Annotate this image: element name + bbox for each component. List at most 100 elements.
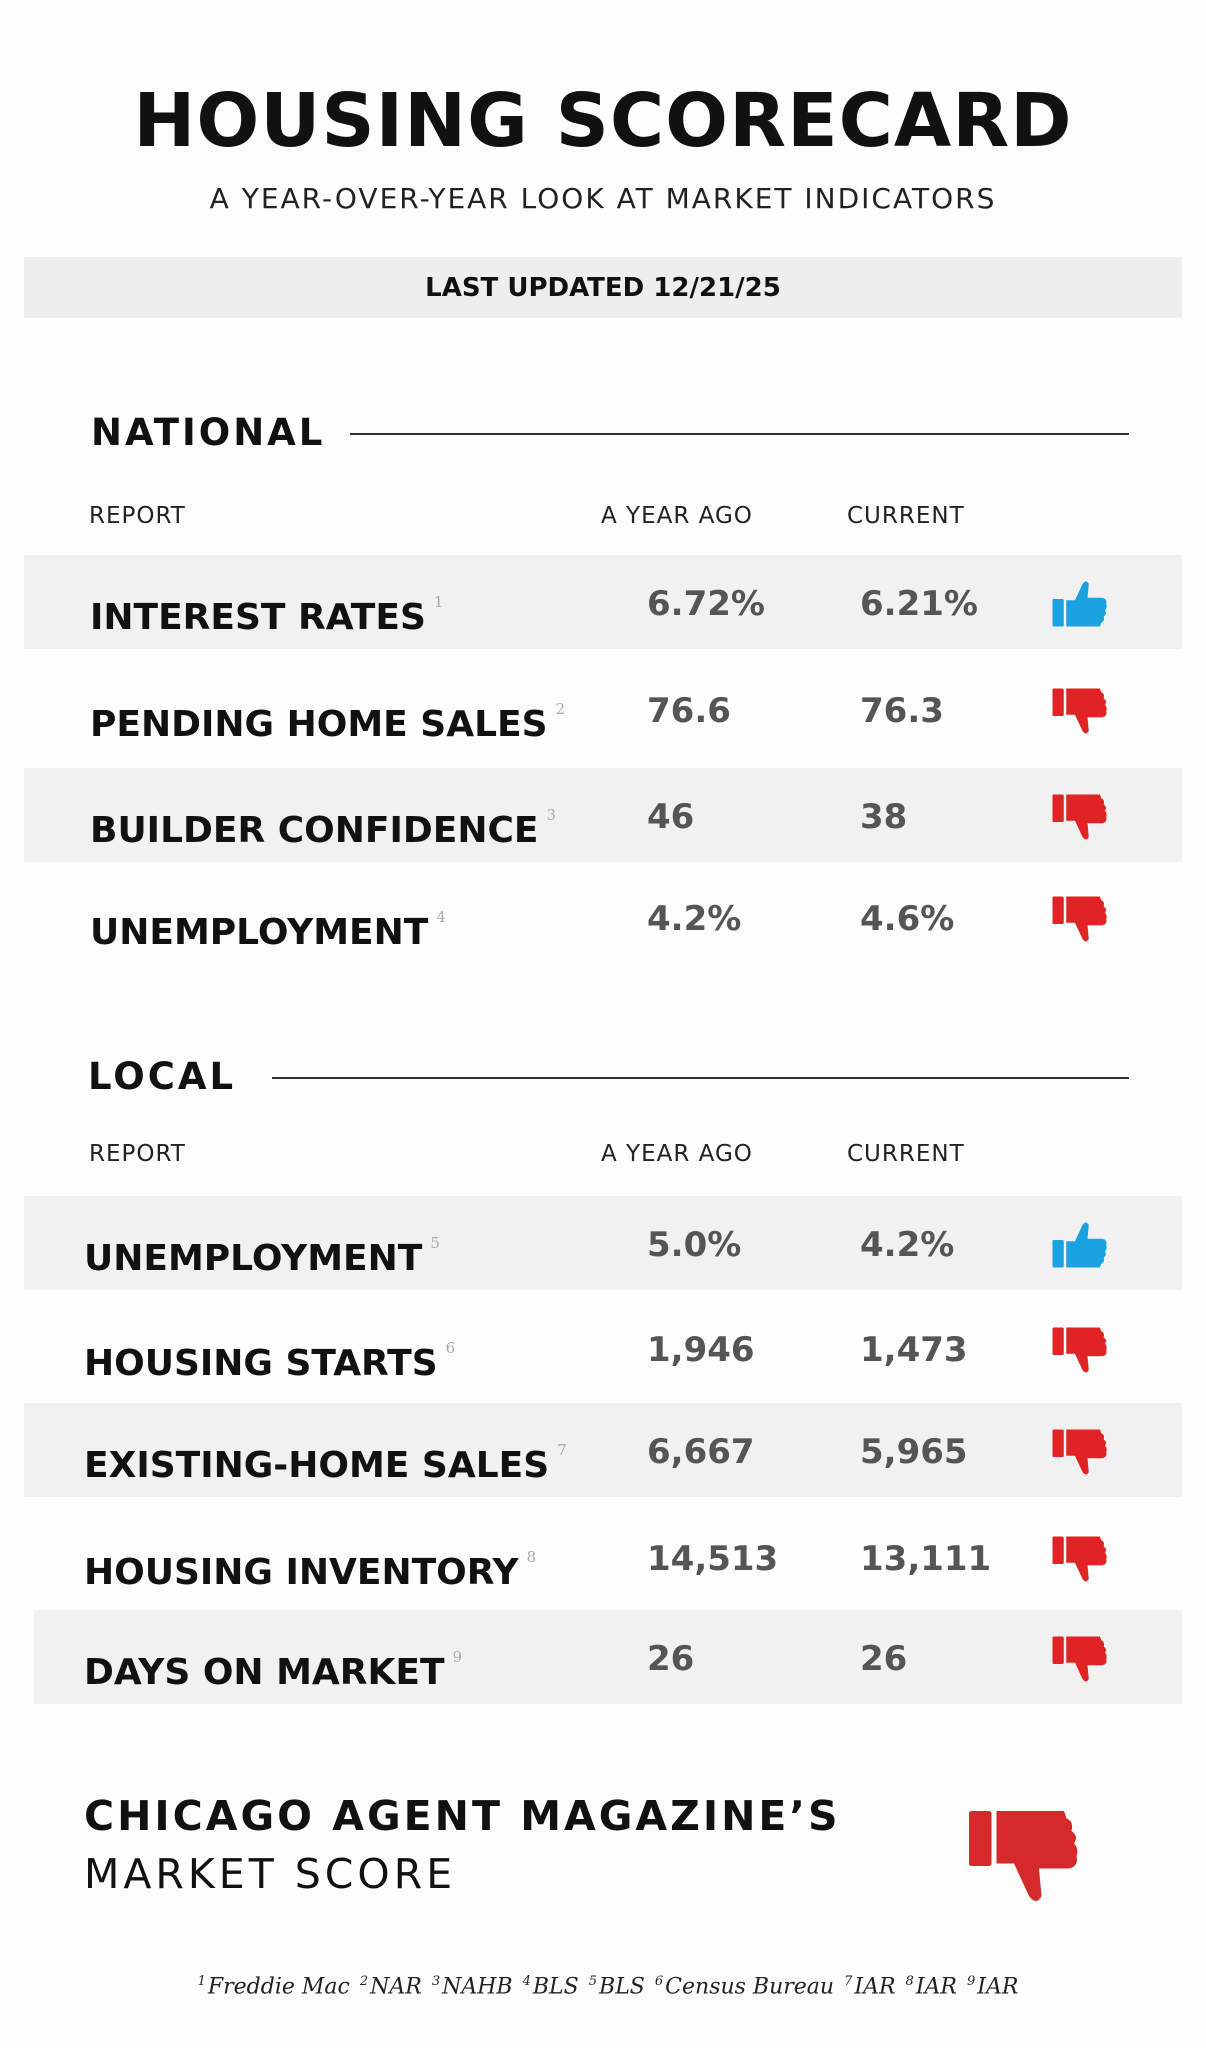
label: HOUSING STARTS <box>84 1343 438 1384</box>
footnote-source: IAR <box>854 1974 896 2000</box>
row-label: HOUSING STARTS 6 <box>84 1301 455 1411</box>
table-row: INTEREST RATES 1 6.72% 6.21% <box>24 555 1182 649</box>
year-ago: 4.2% <box>647 899 742 939</box>
thumb-down <box>1052 792 1108 842</box>
current: 6.21% <box>860 584 978 624</box>
footnote-source: Census Bureau <box>665 1974 835 2000</box>
label: PENDING HOME SALES <box>90 704 548 745</box>
current: 76.3 <box>860 691 944 731</box>
label: INTEREST RATES <box>90 597 426 638</box>
column-header: A YEAR AGO <box>601 1141 753 1167</box>
footnote-source: BLS <box>599 1974 645 2000</box>
footnote-mark: 9 <box>966 1974 976 1989</box>
note: 3 <box>546 806 557 824</box>
note: 6 <box>445 1339 456 1357</box>
table-row: HOUSING INVENTORY 8 14,513 13,111 <box>24 1510 1182 1604</box>
footnote-mark: 5 <box>588 1974 598 1989</box>
thumb-up <box>1052 1220 1108 1270</box>
footnote-source: BLS <box>532 1974 579 2000</box>
score-subtitle: MARKET SCORE <box>84 1850 457 1898</box>
section-rule <box>350 433 1129 435</box>
row-label: UNEMPLOYMENT 5 <box>84 1196 440 1306</box>
thumb-down <box>1052 894 1108 944</box>
column-header: CURRENT <box>847 503 965 529</box>
note: 9 <box>452 1648 463 1666</box>
column-header: REPORT <box>89 503 186 529</box>
footnote-mark: 4 <box>522 1974 531 1989</box>
note: 1 <box>433 593 444 611</box>
table-row: UNEMPLOYMENT 4 4.2% 4.6% <box>24 870 1182 964</box>
column-header: REPORT <box>89 1141 186 1167</box>
row-label: UNEMPLOYMENT 4 <box>90 870 446 980</box>
table-row: HOUSING STARTS 6 1,946 1,473 <box>24 1301 1182 1395</box>
label: BUILDER CONFIDENCE <box>90 810 539 851</box>
note: 5 <box>430 1234 440 1252</box>
footnote-source: Freddie Mac <box>207 1974 350 2000</box>
table-row: DAYS ON MARKET 9 26 26 <box>34 1610 1182 1704</box>
column-header: CURRENT <box>847 1141 965 1167</box>
label: DAYS ON MARKET <box>84 1652 445 1693</box>
column-header: A YEAR AGO <box>601 503 753 529</box>
footnote-mark: 6 <box>654 1974 664 1989</box>
footnote-source: NAR <box>370 1974 422 2000</box>
subtitle: A YEAR-OVER-YEAR LOOK AT MARKET INDICATO… <box>209 182 997 215</box>
footnote-source: IAR <box>977 1974 1019 2000</box>
current: 26 <box>860 1639 908 1679</box>
footnotes: 1Freddie Mac 2NAR 3NAHB 4BLS 5BLS 6Census Bur… <box>0 1974 1206 1999</box>
year-ago: 14,513 <box>647 1539 779 1579</box>
year-ago: 26 <box>647 1639 695 1679</box>
label: EXISTING-HOME SALES <box>84 1445 550 1486</box>
row-label: DAYS ON MARKET 9 <box>84 1610 462 1720</box>
footnote-source: IAR <box>915 1974 957 2000</box>
note: 4 <box>436 908 446 926</box>
table-row: BUILDER CONFIDENCE 3 46 38 <box>24 768 1182 862</box>
footnote-mark: 3 <box>431 1974 441 1989</box>
section-title: NATIONAL <box>91 411 326 454</box>
year-ago: 46 <box>647 797 695 837</box>
year-ago: 5.0% <box>647 1225 742 1265</box>
market-score-thumb-down <box>962 1806 1086 1906</box>
row-label: BUILDER CONFIDENCE 3 <box>90 768 556 878</box>
year-ago: 6.72% <box>647 584 765 624</box>
footnote-mark: 7 <box>844 1974 853 1989</box>
row-label: HOUSING INVENTORY 8 <box>84 1510 536 1620</box>
footnote-source: NAHB <box>442 1974 513 2000</box>
row-label: INTEREST RATES 1 <box>90 555 443 665</box>
current: 4.2% <box>860 1225 955 1265</box>
current: 1,473 <box>860 1330 968 1370</box>
title: HOUSING SCORECARD <box>133 78 1073 164</box>
thumb-down <box>1052 1427 1108 1477</box>
thumb-down <box>1052 1325 1108 1375</box>
current: 4.6% <box>860 899 955 939</box>
footnote-mark: 2 <box>359 1974 369 1989</box>
current: 13,111 <box>860 1539 992 1579</box>
note: 7 <box>557 1441 567 1459</box>
current: 5,965 <box>860 1432 968 1472</box>
year-ago: 1,946 <box>647 1330 755 1370</box>
footnote-mark: 8 <box>905 1974 914 1989</box>
current: 38 <box>860 797 908 837</box>
table-row: UNEMPLOYMENT 5 5.0% 4.2% <box>24 1196 1182 1290</box>
table-row: EXISTING-HOME SALES 7 6,667 5,965 <box>24 1403 1182 1497</box>
year-ago: 76.6 <box>647 691 731 731</box>
row-label: PENDING HOME SALES 2 <box>90 662 565 772</box>
footnote-mark: 1 <box>197 1974 206 1989</box>
thumb-down <box>1052 1534 1108 1584</box>
row-label: EXISTING-HOME SALES 7 <box>84 1403 567 1513</box>
thumb-down <box>1052 686 1108 736</box>
note: 2 <box>555 700 566 718</box>
updated-banner: LAST UPDATED 12/21/25 <box>24 257 1182 318</box>
score-title: CHICAGO AGENT MAGAZINE’S <box>84 1792 841 1840</box>
label: UNEMPLOYMENT <box>90 912 429 953</box>
updated: LAST UPDATED 12/21/25 <box>425 272 781 303</box>
section-title: LOCAL <box>88 1055 237 1098</box>
label: UNEMPLOYMENT <box>84 1238 423 1279</box>
year-ago: 6,667 <box>647 1432 755 1472</box>
note: 8 <box>526 1548 537 1566</box>
section-rule <box>272 1077 1129 1079</box>
label: HOUSING INVENTORY <box>84 1552 519 1593</box>
thumb-up <box>1052 579 1108 629</box>
thumb-down <box>1052 1634 1108 1684</box>
table-row: PENDING HOME SALES 2 76.6 76.3 <box>24 662 1182 756</box>
